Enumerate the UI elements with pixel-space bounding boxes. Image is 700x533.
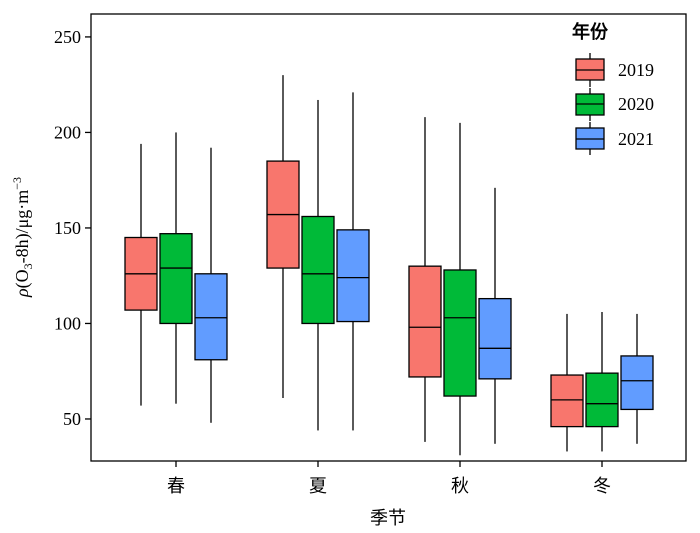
legend-label-2020: 2020 <box>618 94 654 114</box>
legend-label-2021: 2021 <box>618 129 654 149</box>
box-body <box>585 372 619 428</box>
x-tick-label: 夏 <box>309 476 327 497</box>
box-2021-冬 <box>620 313 654 444</box>
y-axis-title-rho: ρ <box>12 288 32 298</box>
legend-label-2019: 2019 <box>618 60 654 80</box>
y-tick-label: 150 <box>54 218 81 238</box>
box-body <box>336 229 370 323</box>
x-tick-label: 冬 <box>593 476 611 497</box>
plot-frame <box>90 13 687 462</box>
legend-item-2020: 2020 <box>575 88 654 121</box>
y-axis-title-sup: −3 <box>10 177 24 190</box>
box-2021-春 <box>194 147 228 423</box>
y-tick-label: 50 <box>63 409 81 429</box>
box-2021-夏 <box>336 92 370 431</box>
y-axis-ticks: 50 100 150 200 250 <box>54 27 91 429</box>
legend-title: 年份 <box>572 21 609 43</box>
box-2019-冬 <box>550 313 584 452</box>
box-body <box>443 269 477 397</box>
box-2020-秋 <box>443 122 477 456</box>
box-series <box>124 75 654 456</box>
y-axis-title: ρ(O3-8h)/μg·m−3 <box>10 177 35 298</box>
x-axis-ticks: 春夏秋冬 <box>167 461 611 497</box>
y-tick-label: 200 <box>54 122 81 142</box>
box-body <box>159 233 193 325</box>
box-body <box>620 355 654 411</box>
legend: 年份 2019 2020 2021 <box>572 21 654 155</box>
box-2020-春 <box>159 132 193 404</box>
box-2019-秋 <box>408 117 442 442</box>
box-body <box>408 265 442 378</box>
box-body <box>550 374 584 428</box>
legend-item-2021: 2021 <box>575 122 654 155</box>
y-axis-title-part1: (O <box>12 269 33 288</box>
x-tick-label: 春 <box>167 476 185 497</box>
y-tick-label: 250 <box>54 27 81 47</box>
box-2019-春 <box>124 143 158 406</box>
y-axis-title-part2: -8h)/μg·m <box>12 190 33 264</box>
x-axis-title: 季节 <box>370 508 406 529</box>
box-body <box>301 215 335 325</box>
box-2019-夏 <box>266 75 300 398</box>
y-axis-title-sub: 3 <box>21 263 35 269</box>
box-2020-冬 <box>585 312 619 452</box>
x-tick-label: 秋 <box>451 476 469 497</box>
box-body <box>194 273 228 361</box>
box-body <box>478 297 512 380</box>
box-2020-夏 <box>301 99 335 431</box>
y-tick-label: 100 <box>54 313 81 333</box>
legend-item-2019: 2019 <box>575 53 654 87</box>
box-2021-秋 <box>478 187 512 444</box>
